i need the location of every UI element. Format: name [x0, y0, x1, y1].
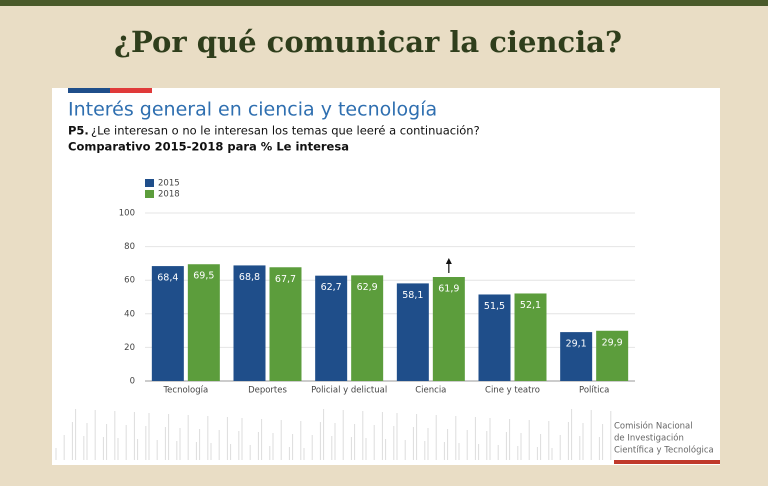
value-label: 29,1	[566, 339, 587, 350]
x-tick-label: Tecnología	[162, 386, 208, 396]
decoration	[55, 409, 612, 460]
value-label: 62,7	[321, 282, 342, 293]
value-label: 69,5	[193, 271, 214, 282]
value-label: 61,9	[438, 284, 459, 295]
question-label: P5.	[68, 124, 89, 138]
footer-line: de Investigación	[614, 433, 684, 444]
x-tick-label: Policial y delictual	[311, 386, 387, 396]
legend-swatch	[145, 190, 154, 198]
bar	[432, 277, 465, 381]
footer-line: Científica y Tecnológica	[614, 445, 714, 456]
bar	[187, 264, 220, 381]
arrow-head	[445, 258, 452, 265]
value-label: 29,9	[602, 337, 623, 348]
x-tick-label: Política	[579, 386, 609, 396]
y-tick-label: 100	[119, 209, 135, 219]
top-strip	[0, 0, 768, 6]
bar	[351, 275, 384, 381]
y-tick-label: 80	[124, 242, 135, 252]
value-label: 58,1	[402, 290, 423, 301]
question: ¿Le interesan o no le interesan los tema…	[91, 124, 480, 138]
bar	[596, 330, 629, 381]
legend-label: 2015	[158, 179, 180, 189]
slide-title: ¿Por qué comunicar la ciencia?	[114, 25, 622, 59]
value-label: 68,8	[239, 272, 260, 283]
x-tick-label: Cine y teatro	[485, 386, 540, 396]
value-label: 68,4	[157, 273, 178, 284]
bar	[151, 266, 184, 381]
x-tick-label: Ciencia	[415, 386, 446, 396]
flag-blue	[68, 88, 110, 93]
value-label: 62,9	[357, 282, 378, 293]
chart-title: Interés general en ciencia y tecnología	[68, 99, 437, 121]
bar	[514, 293, 547, 381]
value-label: 52,1	[520, 300, 541, 311]
footer-rule	[614, 460, 720, 464]
chart-subtitle: Comparativo 2015-2018 para % Le interesa	[68, 140, 349, 154]
bar	[315, 275, 348, 381]
value-label: 67,7	[275, 274, 296, 285]
y-tick-label: 40	[124, 309, 135, 319]
flag-red	[110, 88, 152, 93]
bar	[478, 294, 511, 381]
x-tick-label: Deportes	[248, 386, 287, 396]
legend-swatch	[145, 179, 154, 187]
y-tick-label: 0	[130, 377, 135, 387]
value-label: 51,5	[484, 301, 505, 312]
legend-label: 2018	[158, 190, 180, 200]
bar	[269, 267, 302, 381]
footer-line: Comisión Nacional	[614, 421, 693, 432]
y-tick-label: 60	[124, 276, 135, 286]
y-tick-label: 20	[124, 343, 135, 353]
bar	[560, 332, 593, 381]
bar	[396, 283, 429, 381]
bar	[233, 265, 266, 381]
